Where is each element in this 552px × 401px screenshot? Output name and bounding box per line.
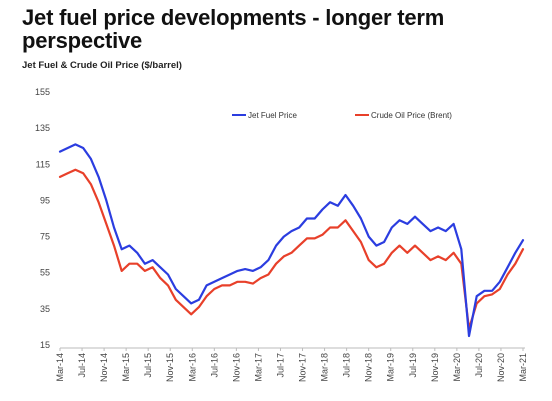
x-tick-label: Nov-18	[364, 353, 374, 382]
x-tick-label: Jul-16	[209, 353, 219, 378]
x-tick-label: Mar-16	[187, 353, 197, 382]
y-tick-label: 35	[40, 304, 50, 314]
x-tick-label: Mar-19	[386, 353, 396, 382]
x-tick-label: Mar-15	[121, 353, 131, 382]
y-axis: 15 35 55 75 95 115 135 155	[35, 87, 50, 350]
y-tick-label: 55	[40, 268, 50, 278]
x-tick-label: Mar-21	[518, 353, 528, 382]
x-tick-label: Nov-14	[99, 353, 109, 382]
legend-label: Crude Oil Price (Brent)	[371, 111, 452, 120]
x-axis: Mar-14 Jul-14 Nov-14 Mar-15 Jul-15 Nov-15 Mar-…	[55, 348, 528, 382]
x-tick-label: Nov-19	[430, 353, 440, 382]
y-tick-label: 115	[36, 159, 50, 169]
legend: Jet Fuel Price Crude Oil Price (Brent)	[232, 111, 452, 120]
x-tick-label: Jul-17	[275, 353, 285, 378]
x-tick-label: Jul-14	[77, 353, 87, 378]
x-tick-label: Mar-20	[452, 353, 462, 382]
x-tick-label: Mar-14	[55, 353, 65, 382]
page-title: Jet fuel price developments - longer ter…	[22, 5, 445, 53]
chart-subtitle: Jet Fuel & Crude Oil Price ($/barrel)	[22, 60, 182, 71]
x-tick-label: Mar-18	[320, 353, 330, 382]
x-tick-label: Nov-16	[231, 353, 241, 382]
y-tick-label: 15	[40, 340, 50, 350]
x-tick-label: Nov-15	[165, 353, 175, 382]
series-line-crude-oil-price-brent	[58, 168, 525, 330]
y-tick-label: 155	[35, 87, 50, 97]
x-tick-label: Jul-20	[474, 353, 484, 378]
x-tick-label: Mar-17	[253, 353, 263, 382]
x-tick-label: Jul-15	[143, 353, 153, 378]
y-tick-label: 95	[40, 195, 50, 205]
x-tick-label: Nov-17	[298, 353, 308, 382]
legend-label: Jet Fuel Price	[248, 111, 297, 120]
y-tick-label: 75	[40, 232, 50, 242]
x-tick-label: Nov-20	[496, 353, 506, 382]
x-tick-label: Jul-18	[342, 353, 352, 378]
x-tick-label: Jul-19	[408, 353, 418, 378]
y-tick-label: 135	[35, 123, 50, 133]
series-line-jet-fuel-price	[58, 143, 525, 338]
series-group	[58, 143, 525, 338]
